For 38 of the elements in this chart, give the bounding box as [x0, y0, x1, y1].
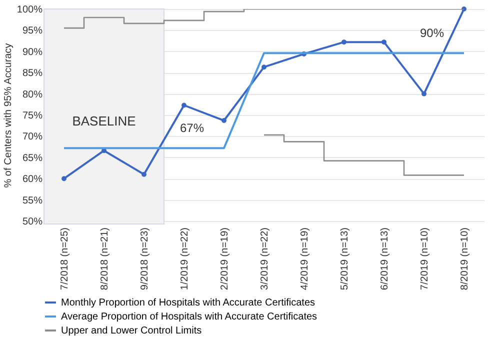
y-tick-label: 85% [22, 68, 43, 80]
legend-label: Monthly Proportion of Hospitals with Accurate Certificates [61, 298, 315, 308]
x-tick-label: 4/2019 (n=19) [300, 228, 310, 290]
x-tick-label: 2/2019 (n=19) [220, 228, 230, 290]
x-tick-label: 1/2019 (n=22) [180, 228, 190, 290]
y-tick-label: 95% [22, 26, 43, 37]
y-tick-label: 70% [22, 132, 43, 143]
x-tick-label: 7/2018 (n=25) [60, 228, 70, 290]
annotation: 90% [420, 26, 444, 40]
x-tick-label: 8/2018 (n=21) [100, 228, 110, 290]
x-tick-label: 9/2018 (n=23) [140, 228, 150, 290]
y-tick-label: 60% [22, 174, 43, 186]
x-tick-label: 3/2019 (n=22) [260, 228, 270, 290]
y-tick-label: 55% [22, 195, 43, 206]
legend-label: Upper and Lower Control Limits [61, 326, 202, 336]
x-tick-label: 5/2019 (n=13) [340, 228, 350, 290]
point [222, 118, 226, 124]
point [182, 102, 186, 108]
x-tick-label: 6/2019 (n=13) [380, 228, 390, 290]
point [462, 6, 466, 12]
y-tick-label: 65% [22, 152, 43, 164]
point [342, 40, 346, 45]
legend-label: Average Proportion of Hospitals with Accurate Certificates [61, 312, 318, 322]
point [382, 40, 386, 45]
point [62, 176, 66, 182]
y-tick-label: 80% [22, 89, 43, 100]
y-tick-label: 75% [22, 110, 43, 122]
y-tick-label: 50% [22, 216, 43, 228]
point [142, 172, 146, 177]
point [422, 91, 426, 96]
y-tick-label: 90% [22, 46, 43, 58]
point [262, 64, 266, 70]
y-tick-label: 100% [16, 4, 43, 16]
x-tick-label: 7/2019 (n=10) [420, 228, 430, 290]
y-axis-title: % of Centers with 95% Accuracy [2, 43, 14, 188]
band-label: BASELINE [72, 113, 136, 128]
x-tick-label: 8/2019 (n=10) [460, 228, 470, 290]
annotation: 67% [180, 121, 204, 136]
